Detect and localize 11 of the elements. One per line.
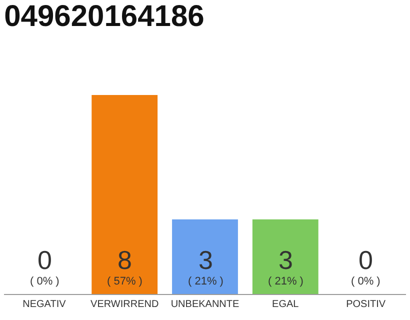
data-label: 0 ( 0% ) [351,245,380,288]
data-label: 8 ( 57% ) [107,245,142,288]
data-label: 3 ( 21% ) [188,245,224,288]
x-tick-label: NEGATIV [22,299,66,310]
x-tick-label: VERWIRREND [90,299,159,310]
data-label: 3 ( 21% ) [268,245,304,288]
x-tick-label: EGAL [272,299,300,310]
chart-title: 049620164186 [4,0,204,33]
x-tick-label: UNBEKANNTE [170,299,240,310]
data-label: 0 ( 0% ) [30,245,60,288]
x-tick-label: POSITIV [346,299,386,310]
